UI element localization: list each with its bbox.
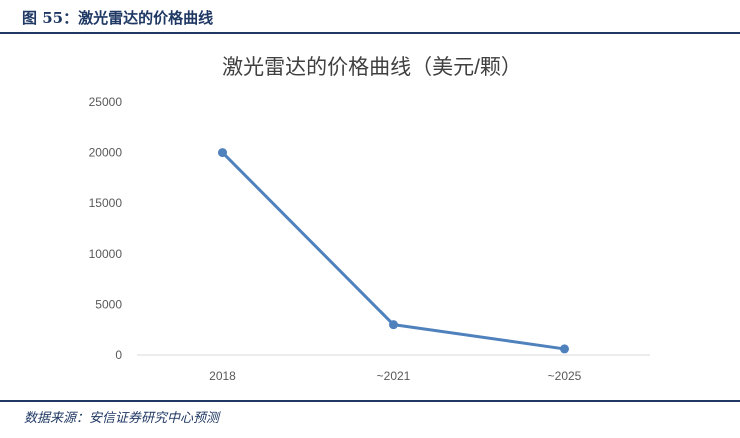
y-tick-label: 0 xyxy=(115,348,122,362)
data-point xyxy=(218,148,227,158)
data-point xyxy=(389,320,398,330)
y-tick-label: 5000 xyxy=(95,297,122,311)
series-line xyxy=(221,151,565,351)
line-chart: 激光雷达的价格曲线（美元/颗） 0 5000 10000 15000 20000 2500… xyxy=(89,56,650,383)
figure-header: 图 55：激光雷达的价格曲线 xyxy=(0,0,740,34)
x-tick-label: 2018 xyxy=(209,369,236,383)
data-point xyxy=(560,344,569,354)
chart-title: 激光雷达的价格曲线（美元/颗） xyxy=(222,56,522,79)
x-tick-label: ~2025 xyxy=(548,369,582,383)
x-tick-label: ~2021 xyxy=(377,369,411,383)
figure-footer: 数据来源：安信证券研究中心预测 xyxy=(0,400,740,426)
figure-source: 数据来源：安信证券研究中心预测 xyxy=(24,411,220,426)
y-tick-label: 20000 xyxy=(89,146,123,160)
figure-label: 图 55：激光雷达的价格曲线 xyxy=(22,9,214,27)
chart-area: 激光雷达的价格曲线（美元/颗） 0 5000 10000 15000 20000 2500… xyxy=(0,34,740,400)
y-tick-label: 10000 xyxy=(89,247,123,261)
y-tick-label: 15000 xyxy=(89,196,123,210)
y-tick-label: 25000 xyxy=(89,95,123,109)
